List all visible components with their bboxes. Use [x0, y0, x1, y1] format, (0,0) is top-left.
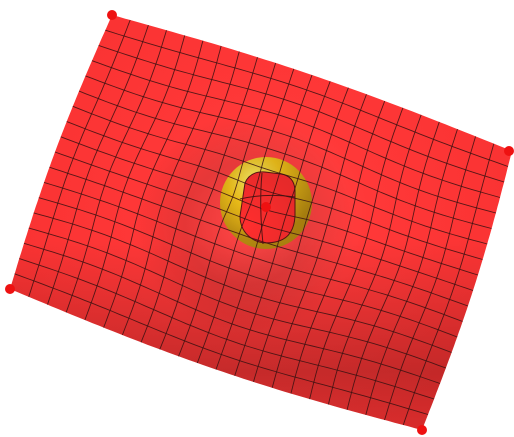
surface-grid-lines	[14, 19, 509, 426]
control-point-center[interactable]	[261, 202, 271, 212]
grid-line-v	[91, 60, 501, 198]
control-point-left[interactable]	[5, 284, 15, 294]
control-point-right[interactable]	[504, 146, 514, 156]
grid-line-v	[43, 181, 463, 322]
grid-line-v	[105, 29, 509, 167]
control-point-bottom-right[interactable]	[417, 425, 427, 435]
grid-line-v	[38, 197, 458, 338]
control-point-top-left[interactable]	[107, 10, 117, 20]
grid-line-v	[19, 258, 435, 400]
grid-line-v	[72, 105, 488, 245]
grid-line-v	[28, 227, 447, 369]
grid-line-v	[33, 212, 452, 353]
grid-line-v	[14, 273, 429, 415]
grid-line-v	[54, 151, 474, 291]
grid-line-v	[78, 90, 492, 229]
grid-line-v	[23, 242, 441, 384]
grid-line-v	[49, 166, 469, 307]
grid-line-v	[98, 44, 505, 183]
grid-line-v	[85, 75, 497, 214]
control-points[interactable]	[5, 10, 514, 435]
grid-line-v	[66, 121, 483, 260]
